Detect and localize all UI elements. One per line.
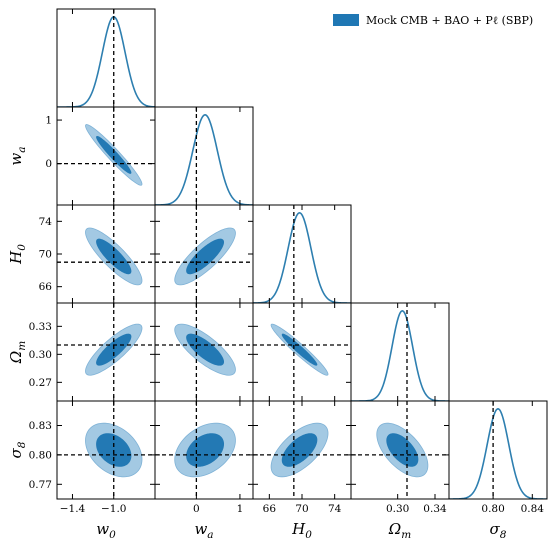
x-tick-label: 1	[237, 503, 244, 515]
x-tick-label: 0.84	[521, 503, 545, 515]
panel-1-1	[154, 106, 254, 206]
panel-2-2	[252, 204, 352, 304]
panel-content	[351, 401, 449, 499]
y-axis-label: H0	[7, 244, 28, 265]
panel-frame	[350, 302, 450, 402]
panel-content	[57, 205, 155, 303]
x-axis-label: σ8	[490, 520, 507, 541]
marginal-curve	[253, 212, 351, 303]
panel-3-1	[154, 302, 254, 402]
contour-1sigma	[186, 238, 225, 275]
x-tick-label: 74	[328, 503, 342, 515]
x-tick-label: 0.80	[481, 503, 504, 515]
x-tick-label: 0.34	[423, 503, 447, 515]
y-tick-label: 70	[39, 249, 52, 261]
x-axis-label: Ωm	[388, 520, 411, 541]
y-tick-label: 66	[39, 281, 53, 293]
x-tick-label: 70	[295, 503, 308, 515]
panel-frame	[448, 400, 548, 500]
panel-3-3	[350, 302, 450, 402]
panel-content	[155, 205, 253, 303]
contour-1sigma	[96, 333, 132, 366]
panel-4-4: 0.80 0.84	[448, 400, 548, 515]
y-tick-label: 0.27	[29, 377, 52, 389]
panel-2-1	[154, 204, 254, 304]
x-tick-label: 0	[193, 503, 200, 515]
x-axis-label: w0	[96, 520, 116, 541]
panel-content	[253, 205, 351, 303]
panel-frame	[56, 8, 156, 108]
y-tick-label: 1	[45, 115, 52, 127]
x-tick-label: 0.30	[386, 503, 409, 515]
x-tick-label: −1.0	[101, 503, 127, 515]
y-axis-label: σ8	[7, 441, 28, 458]
contour-1sigma	[281, 433, 318, 467]
marginal-curve	[449, 408, 547, 499]
panel-content	[57, 107, 155, 205]
panel-content	[253, 401, 351, 499]
panel-content	[57, 401, 155, 499]
panel-4-3: 0.30 0.34	[350, 400, 450, 515]
y-tick-label: 74	[39, 216, 53, 228]
panel-content	[57, 9, 155, 107]
panel-3-0: 0.27 0.30 0.33	[29, 302, 156, 402]
y-axis-label: Ωm	[7, 341, 28, 364]
panel-2-0: 66 70 74	[39, 204, 156, 304]
panel-content	[449, 401, 547, 499]
panel-1-0: 01	[45, 106, 156, 206]
marginal-curve	[351, 310, 449, 401]
y-tick-label: 0.33	[29, 321, 52, 333]
panel-0-0	[56, 8, 156, 108]
y-tick-label: 0.80	[29, 449, 52, 461]
panel-4-2: 66 70 74	[252, 400, 352, 515]
panel-content	[351, 303, 449, 401]
panel-4-0: −1.4 −1.0 0.77 0.80 0.83	[29, 400, 156, 515]
panel-content	[253, 303, 351, 401]
contour-1sigma	[281, 333, 318, 366]
contour-1sigma	[386, 433, 419, 467]
contour-1sigma	[96, 135, 132, 174]
legend-label: Mock CMB + BAO + Pℓ (SBP)	[366, 14, 533, 27]
y-tick-label: 0.83	[29, 420, 52, 432]
panel-content	[155, 107, 253, 205]
panel-content	[57, 303, 155, 401]
marginal-curve	[155, 114, 253, 205]
legend: Mock CMB + BAO + Pℓ (SBP)	[333, 14, 533, 27]
y-tick-label: 0.77	[29, 479, 52, 491]
x-axis-label: H0	[291, 520, 312, 541]
panel-frame	[252, 204, 352, 304]
legend-swatch	[333, 14, 359, 26]
y-tick-label: 0	[45, 158, 52, 170]
panel-frame	[154, 106, 254, 206]
marginal-curve	[57, 16, 155, 107]
y-axis-label: wa	[7, 146, 28, 165]
panel-3-2	[252, 302, 352, 402]
panel-content	[155, 303, 253, 401]
x-tick-label: 66	[263, 503, 277, 515]
x-axis-label: wa	[194, 520, 213, 541]
panel-content	[155, 401, 253, 499]
x-tick-label: −1.4	[60, 503, 86, 515]
y-tick-label: 0.30	[29, 349, 52, 361]
panel-frame	[56, 106, 156, 206]
